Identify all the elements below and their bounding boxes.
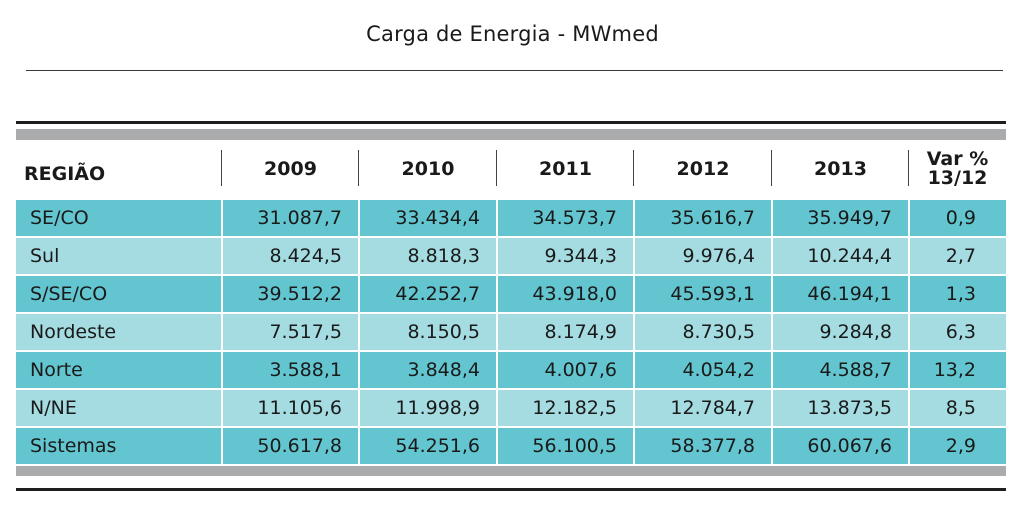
cell-2009: 31.087,7 [222,198,360,238]
table-top-rule [16,121,1006,124]
cell-2012: 12.784,7 [634,389,773,428]
cell-2009: 50.617,8 [222,427,360,466]
cell-2011: 12.182,5 [497,389,635,428]
cell-2009: 39.512,2 [222,275,360,314]
table-row: Nordeste 7.517,5 8.150,5 8.174,9 8.730,5… [16,313,1006,352]
cell-var: 0,9 [909,198,1006,238]
cell-2010: 42.252,7 [359,275,498,314]
cell-2012: 35.616,7 [634,198,773,238]
energy-load-table-container: REGIÃO 2009 2010 2011 2012 2013 Var % 13… [16,121,1006,491]
table-row: SE/CO 31.087,7 33.434,4 34.573,7 35.616,… [16,198,1006,238]
header-2012: 2012 [634,140,772,199]
cell-2010: 8.818,3 [359,237,498,276]
cell-2011: 4.007,6 [497,351,635,390]
header-2009: 2009 [222,140,359,199]
cell-region: Sul [16,237,223,276]
cell-2009: 8.424,5 [222,237,360,276]
cell-2012: 8.730,5 [634,313,773,352]
cell-2010: 11.998,9 [359,389,498,428]
header-var-line1: Var % [926,148,989,170]
cell-2012: 58.377,8 [634,427,773,466]
energy-load-table: REGIÃO 2009 2010 2011 2012 2013 Var % 13… [16,140,1006,466]
cell-region: N/NE [16,389,223,428]
cell-region: Sistemas [16,427,223,466]
cell-2012: 9.976,4 [634,237,773,276]
cell-var: 13,2 [909,351,1006,390]
cell-2010: 54.251,6 [359,427,498,466]
table-row: S/SE/CO 39.512,2 42.252,7 43.918,0 45.59… [16,275,1006,314]
cell-region: Nordeste [16,313,223,352]
table-row: N/NE 11.105,6 11.998,9 12.182,5 12.784,7… [16,389,1006,428]
header-region: REGIÃO [16,140,222,199]
cell-2011: 8.174,9 [497,313,635,352]
cell-var: 8,5 [909,389,1006,428]
header-2010: 2010 [359,140,497,199]
cell-2009: 3.588,1 [222,351,360,390]
table-row: Sistemas 50.617,8 54.251,6 56.100,5 58.3… [16,427,1006,466]
cell-2013: 13.873,5 [772,389,910,428]
cell-2013: 60.067,6 [772,427,910,466]
cell-2010: 8.150,5 [359,313,498,352]
header-var: Var % 13/12 [909,140,1006,199]
header-2013: 2013 [772,140,909,199]
header-row: REGIÃO 2009 2010 2011 2012 2013 Var % 13… [16,140,1006,199]
cell-var: 2,7 [909,237,1006,276]
cell-region: SE/CO [16,198,223,238]
cell-2011: 34.573,7 [497,198,635,238]
cell-var: 2,9 [909,427,1006,466]
cell-2011: 43.918,0 [497,275,635,314]
cell-2011: 56.100,5 [497,427,635,466]
table-bottom-band [16,466,1006,476]
cell-2010: 3.848,4 [359,351,498,390]
cell-2013: 4.588,7 [772,351,910,390]
cell-2013: 9.284,8 [772,313,910,352]
cell-2013: 35.949,7 [772,198,910,238]
cell-2010: 33.434,4 [359,198,498,238]
cell-2009: 7.517,5 [222,313,360,352]
cell-2013: 10.244,4 [772,237,910,276]
cell-2011: 9.344,3 [497,237,635,276]
page-title: Carga de Energia - MWmed [366,22,659,46]
cell-2012: 4.054,2 [634,351,773,390]
cell-2012: 45.593,1 [634,275,773,314]
cell-var: 6,3 [909,313,1006,352]
table-row: Sul 8.424,5 8.818,3 9.344,3 9.976,4 10.2… [16,237,1006,276]
cell-var: 1,3 [909,275,1006,314]
table-row: Norte 3.588,1 3.848,4 4.007,6 4.054,2 4.… [16,351,1006,390]
table-bottom-rule [16,488,1006,491]
title-divider [26,70,1003,71]
header-2011: 2011 [497,140,634,199]
cell-region: Norte [16,351,223,390]
cell-2013: 46.194,1 [772,275,910,314]
cell-region: S/SE/CO [16,275,223,314]
header-var-line2: 13/12 [927,167,988,189]
table-top-band [16,129,1006,140]
cell-2009: 11.105,6 [222,389,360,428]
